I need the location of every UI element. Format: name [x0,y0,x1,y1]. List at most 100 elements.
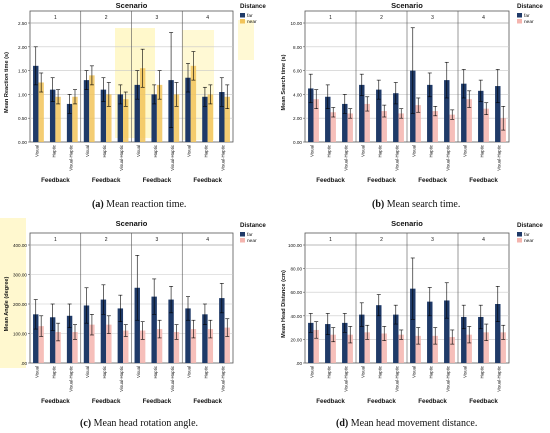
facet-label: 3 [431,237,434,243]
x-tick-label: Visual [412,366,417,378]
x-axis-label: Feedback [316,398,345,405]
x-tick-label: Haptic [153,144,158,157]
x-tick-label: Visual [85,145,90,157]
facet-label: 1 [54,237,57,243]
facet-label: 1 [54,15,57,21]
facet-label: 4 [206,15,209,21]
x-tick-label: Haptic [429,144,434,157]
x-tick-label: Visual [361,366,366,378]
x-tick-label: Visual-Haptic [497,144,502,171]
y-tick-label: 300.00 [13,273,27,278]
x-tick-label: Visual [85,366,90,378]
x-tick-label: Visual [463,145,468,157]
x-axis-label: Feedback [418,177,447,184]
facet-label: 1 [329,15,332,21]
y-tick-label: 400.00 [13,243,27,248]
x-axis-label: Feedback [41,398,70,405]
x-tick-label: Visual-Haptic [344,365,349,392]
x-tick-label: Visual-Haptic [119,144,124,171]
x-axis-label: Feedback [193,398,222,405]
legend-swatch-far [240,232,245,237]
facet-label: 4 [482,15,485,21]
legend-label-near: near [524,238,534,244]
x-tick-label: Visual-Haptic [68,365,73,392]
x-axis-label: Feedback [469,177,498,184]
legend-label-near: near [247,238,257,244]
x-tick-label: Visual [310,145,315,157]
y-tick-label: 200.00 [13,302,27,307]
y-axis-label: Mean Search time (s) [281,54,287,110]
x-tick-label: Visual [136,145,141,157]
x-axis-label: Feedback [92,398,121,405]
facet-label: 2 [380,15,383,21]
caption-a: (a) Mean reaction time. [92,199,186,210]
y-tick-label: 1.50 [18,69,27,74]
legend-label-near: near [524,19,534,25]
chart-title: Scenario [116,219,148,228]
legend-swatch-near [240,238,245,243]
y-tick-label: 8.00 [293,45,302,50]
y-tick-label: 100.00 [13,332,27,337]
y-tick-label: 0.00 [18,140,27,145]
facet-label: 4 [206,237,209,243]
facet-label: 3 [155,237,158,243]
x-tick-label: Visual-Haptic [446,144,451,171]
chart-title: Scenario [116,1,148,10]
x-tick-label: Haptic [51,144,56,157]
y-axis-label: Mean Reaction time (s) [4,52,10,113]
legend-label-far: far [247,13,253,19]
x-tick-label: Haptic [378,365,383,378]
x-tick-label: Haptic [102,144,107,157]
legend-swatch-near [517,19,522,24]
x-tick-label: Haptic [204,144,209,157]
legend-title: Distance [517,3,543,10]
x-axis-label: Feedback [193,177,222,184]
y-axis-label: Mean Head Distance (cm) [281,270,287,338]
y-tick-label: 4.00 [293,92,302,97]
x-tick-label: Visual [34,145,39,157]
y-tick-label: .00 [296,361,303,366]
x-tick-label: Visual [187,366,192,378]
x-tick-label: Haptic [327,144,332,157]
x-tick-label: Visual [187,145,192,157]
x-tick-label: Visual [463,366,468,378]
y-tick-label: 6.00 [293,69,302,74]
x-axis-label: Feedback [469,398,498,405]
y-tick-label: 60.00 [291,290,303,295]
x-axis-label: Feedback [41,177,70,184]
legend-swatch-far [517,232,522,237]
x-tick-label: Visual [34,366,39,378]
x-axis-label: Feedback [143,398,172,405]
chart-title: Scenario [391,219,423,228]
highlight-patch [238,20,254,60]
legend-swatch-near [517,238,522,243]
x-axis-label: Feedback [143,177,172,184]
caption-c: (c) Mean head rotation angle. [80,418,198,429]
x-tick-label: Haptic [480,365,485,378]
legend-swatch-near [240,19,245,24]
x-tick-label: Haptic [51,365,56,378]
x-axis-label: Feedback [92,177,121,184]
x-tick-label: Haptic [480,144,485,157]
legend-title: Distance [240,222,266,229]
x-tick-label: Visual [310,366,315,378]
x-tick-label: Haptic [102,365,107,378]
y-tick-label: 1.00 [18,92,27,97]
y-tick-label: 40.00 [291,314,303,319]
x-tick-label: Haptic [327,365,332,378]
x-tick-label: Visual-Haptic [119,365,124,392]
x-tick-label: Visual-Haptic [446,365,451,392]
legend-title: Distance [517,222,543,229]
y-tick-label: 10.00 [291,21,303,26]
x-tick-label: Haptic [204,365,209,378]
y-tick-label: 2.50 [18,21,27,26]
y-tick-label: 0.50 [18,116,27,121]
caption-b: (b) Mean search time. [372,199,460,210]
x-tick-label: Visual [136,366,141,378]
y-axis-label: Mean Angle (degree) [4,276,10,331]
y-tick-label: 80.00 [291,267,303,272]
x-axis-label: Feedback [367,177,396,184]
x-tick-label: Haptic [429,365,434,378]
x-axis-label: Feedback [418,398,447,405]
